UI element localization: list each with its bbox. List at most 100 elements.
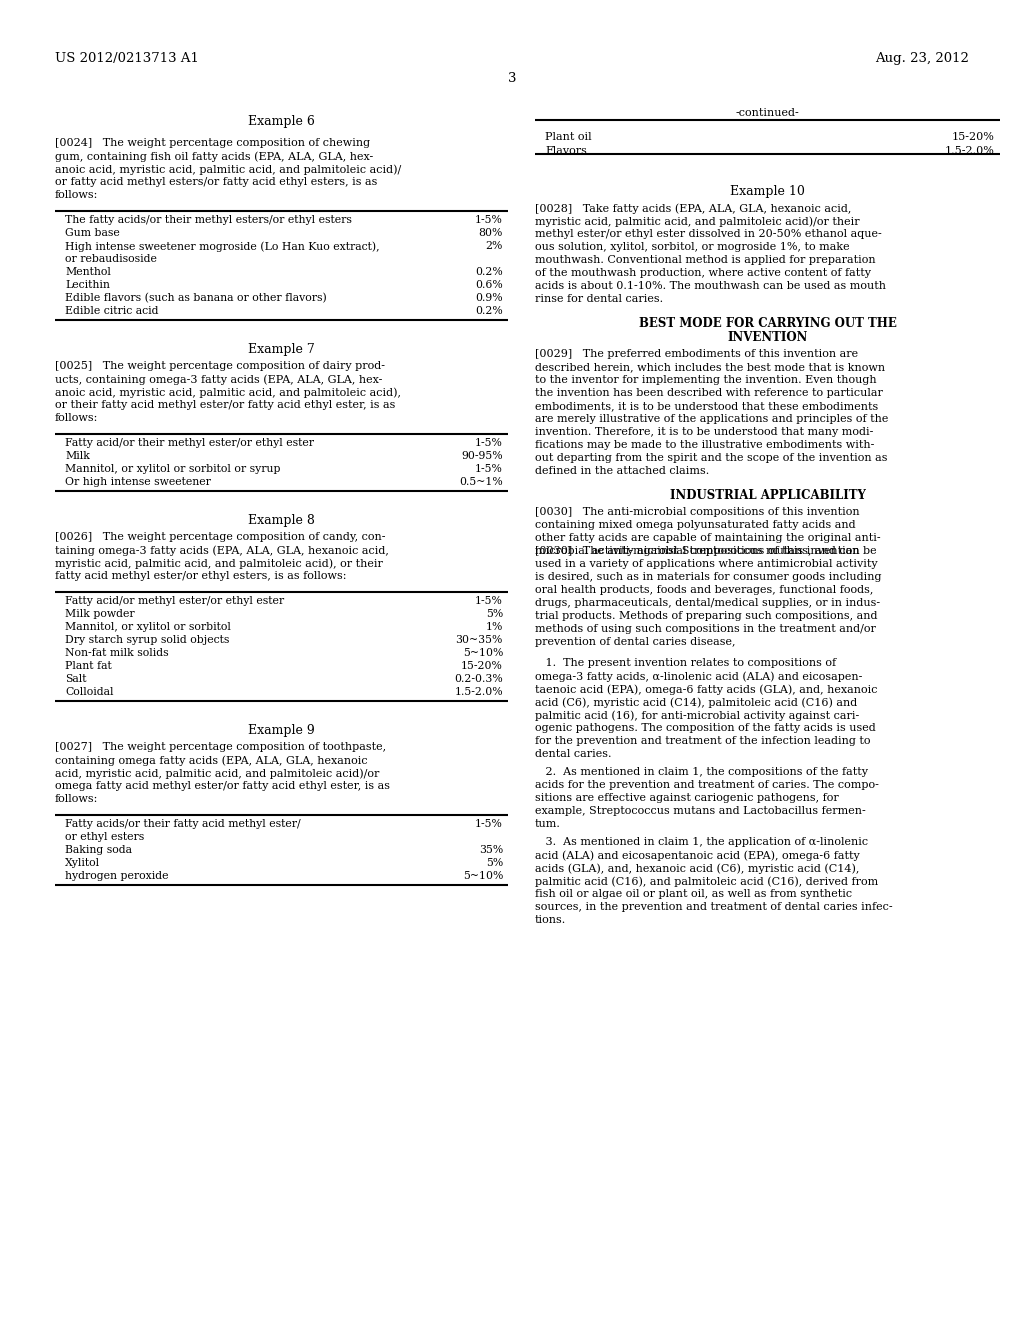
- Text: Gum base: Gum base: [65, 228, 120, 238]
- Text: invention. Therefore, it is to be understood that many modi-: invention. Therefore, it is to be unders…: [535, 426, 873, 437]
- Text: Fatty acid/or methyl ester/or ethyl ester: Fatty acid/or methyl ester/or ethyl este…: [65, 597, 284, 606]
- Text: Menthol: Menthol: [65, 267, 111, 277]
- Text: [0027]   The weight percentage composition of toothpaste,: [0027] The weight percentage composition…: [55, 742, 386, 752]
- Text: 5~10%: 5~10%: [463, 871, 503, 880]
- Text: to the inventor for implementing the invention. Even though: to the inventor for implementing the inv…: [535, 375, 877, 385]
- Text: 0.2-0.3%: 0.2-0.3%: [455, 675, 503, 684]
- Text: 5~10%: 5~10%: [463, 648, 503, 657]
- Text: Plant oil: Plant oil: [545, 132, 592, 143]
- Text: [0030]   The anti-microbial compositions of this invention: [0030] The anti-microbial compositions o…: [535, 546, 859, 556]
- Text: Mannitol, or xylitol or sorbitol or syrup: Mannitol, or xylitol or sorbitol or syru…: [65, 465, 281, 474]
- Text: High intense sweetener mogroside (Lo Han Kuo extract),: High intense sweetener mogroside (Lo Han…: [65, 242, 380, 252]
- Text: US 2012/0213713 A1: US 2012/0213713 A1: [55, 51, 199, 65]
- Text: dental caries.: dental caries.: [535, 748, 611, 759]
- Text: anoic acid, myristic acid, palmitic acid, and palmitoleic acid),: anoic acid, myristic acid, palmitic acid…: [55, 387, 401, 397]
- Text: follows:: follows:: [55, 413, 98, 422]
- Text: 1.  The present invention relates to compositions of: 1. The present invention relates to comp…: [535, 657, 837, 668]
- Text: [0025]   The weight percentage composition of dairy prod-: [0025] The weight percentage composition…: [55, 360, 385, 371]
- Text: anoic acid, myristic acid, palmitic acid, and palmitoleic acid)/: anoic acid, myristic acid, palmitic acid…: [55, 164, 401, 174]
- Text: 5%: 5%: [485, 858, 503, 869]
- Text: Baking soda: Baking soda: [65, 845, 132, 855]
- Text: acid (ALA) and eicosapentanoic acid (EPA), omega-6 fatty: acid (ALA) and eicosapentanoic acid (EPA…: [535, 850, 860, 861]
- Text: Plant fat: Plant fat: [65, 661, 112, 671]
- Text: tions.: tions.: [535, 915, 566, 925]
- Text: 2.  As mentioned in claim 1, the compositions of the fatty: 2. As mentioned in claim 1, the composit…: [535, 767, 868, 777]
- Text: 1.5-2.0%: 1.5-2.0%: [945, 147, 995, 156]
- Text: embodiments, it is to be understood that these embodiments: embodiments, it is to be understood that…: [535, 401, 879, 411]
- Text: 0.2%: 0.2%: [475, 267, 503, 277]
- Text: Fatty acids/or their fatty acid methyl ester/: Fatty acids/or their fatty acid methyl e…: [65, 818, 301, 829]
- Text: 1-5%: 1-5%: [475, 465, 503, 474]
- Text: 0.5~1%: 0.5~1%: [459, 477, 503, 487]
- Text: Example 6: Example 6: [248, 115, 315, 128]
- Text: Example 8: Example 8: [248, 513, 315, 527]
- Text: myristic acid, palmitic acid, and palmitoleic acid)/or their: myristic acid, palmitic acid, and palmit…: [535, 216, 859, 227]
- Text: methods of using such compositions in the treatment and/or: methods of using such compositions in th…: [535, 624, 876, 634]
- Text: described herein, which includes the best mode that is known: described herein, which includes the bes…: [535, 362, 885, 372]
- Text: used in a variety of applications where antimicrobial activity: used in a variety of applications where …: [535, 558, 878, 569]
- Text: acid (C6), myristic acid (C14), palmitoleic acid (C16) and: acid (C6), myristic acid (C14), palmitol…: [535, 697, 857, 708]
- Text: out departing from the spirit and the scope of the invention as: out departing from the spirit and the sc…: [535, 453, 888, 463]
- Text: 15-20%: 15-20%: [952, 132, 995, 143]
- Text: palmitic acid (16), for anti-microbial activity against cari-: palmitic acid (16), for anti-microbial a…: [535, 710, 859, 721]
- Text: Salt: Salt: [65, 675, 86, 684]
- Text: Example 7: Example 7: [248, 343, 314, 356]
- Text: 15-20%: 15-20%: [461, 661, 503, 671]
- Text: Aug. 23, 2012: Aug. 23, 2012: [876, 51, 969, 65]
- Text: 3: 3: [508, 73, 516, 84]
- Text: acids (GLA), and, hexanoic acid (C6), myristic acid (C14),: acids (GLA), and, hexanoic acid (C6), my…: [535, 863, 859, 874]
- Text: acids is about 0.1-10%. The mouthwash can be used as mouth: acids is about 0.1-10%. The mouthwash ca…: [535, 281, 886, 290]
- Text: Edible citric acid: Edible citric acid: [65, 306, 159, 315]
- Text: follows:: follows:: [55, 190, 98, 201]
- Text: [0028]   Take fatty acids (EPA, ALA, GLA, hexanoic acid,: [0028] Take fatty acids (EPA, ALA, GLA, …: [535, 203, 851, 214]
- Text: drugs, pharmaceuticals, dental/medical supplies, or in indus-: drugs, pharmaceuticals, dental/medical s…: [535, 598, 880, 609]
- Text: [0026]   The weight percentage composition of candy, con-: [0026] The weight percentage composition…: [55, 532, 385, 543]
- Text: containing omega fatty acids (EPA, ALA, GLA, hexanoic: containing omega fatty acids (EPA, ALA, …: [55, 755, 368, 766]
- Text: Xylitol: Xylitol: [65, 858, 100, 869]
- Text: -continued-: -continued-: [735, 108, 800, 117]
- Text: palmitic acid (C16), and palmitoleic acid (C16), derived from: palmitic acid (C16), and palmitoleic aci…: [535, 876, 879, 887]
- Text: of the mouthwash production, where active content of fatty: of the mouthwash production, where activ…: [535, 268, 871, 279]
- Text: are merely illustrative of the applications and principles of the: are merely illustrative of the applicati…: [535, 414, 889, 424]
- Text: Example 10: Example 10: [730, 185, 805, 198]
- Text: 1.5-2.0%: 1.5-2.0%: [455, 686, 503, 697]
- Text: Edible flavors (such as banana or other flavors): Edible flavors (such as banana or other …: [65, 293, 327, 304]
- Text: Mannitol, or xylitol or sorbitol: Mannitol, or xylitol or sorbitol: [65, 622, 230, 632]
- Text: Milk: Milk: [65, 451, 90, 461]
- Text: fish oil or algae oil or plant oil, as well as from synthetic: fish oil or algae oil or plant oil, as w…: [535, 888, 852, 899]
- Text: mouthwash. Conventional method is applied for preparation: mouthwash. Conventional method is applie…: [535, 255, 876, 265]
- Text: Non-fat milk solids: Non-fat milk solids: [65, 648, 169, 657]
- Text: omega fatty acid methyl ester/or fatty acid ethyl ester, is as: omega fatty acid methyl ester/or fatty a…: [55, 781, 390, 791]
- Text: ogenic pathogens. The composition of the fatty acids is used: ogenic pathogens. The composition of the…: [535, 723, 876, 733]
- Text: 1-5%: 1-5%: [475, 438, 503, 447]
- Text: ucts, containing omega-3 fatty acids (EPA, ALA, GLA, hex-: ucts, containing omega-3 fatty acids (EP…: [55, 374, 382, 384]
- Text: 3.  As mentioned in claim 1, the application of α-linolenic: 3. As mentioned in claim 1, the applicat…: [535, 837, 868, 847]
- Text: gum, containing fish oil fatty acids (EPA, ALA, GLA, hex-: gum, containing fish oil fatty acids (EP…: [55, 150, 374, 161]
- Text: Example 9: Example 9: [248, 723, 314, 737]
- Text: 30~35%: 30~35%: [456, 635, 503, 645]
- Text: is desired, such as in materials for consumer goods including: is desired, such as in materials for con…: [535, 572, 882, 582]
- Text: Flavors: Flavors: [545, 147, 587, 156]
- Text: sitions are effective against cariogenic pathogens, for: sitions are effective against cariogenic…: [535, 793, 839, 803]
- Text: acids for the prevention and treatment of caries. The compo-: acids for the prevention and treatment o…: [535, 780, 879, 789]
- Text: omega-3 fatty acids, α-linolenic acid (ALA) and eicosapen-: omega-3 fatty acids, α-linolenic acid (A…: [535, 671, 862, 681]
- Text: [0024]   The weight percentage composition of chewing: [0024] The weight percentage composition…: [55, 139, 370, 148]
- Text: INDUSTRIAL APPLICABILITY: INDUSTRIAL APPLICABILITY: [670, 488, 865, 502]
- Text: other fatty acids are capable of maintaining the original anti-: other fatty acids are capable of maintai…: [535, 533, 881, 543]
- Text: sources, in the prevention and treatment of dental caries infec-: sources, in the prevention and treatment…: [535, 902, 893, 912]
- Text: Lecithin: Lecithin: [65, 280, 110, 290]
- Text: taenoic acid (EPA), omega-6 fatty acids (GLA), and, hexanoic: taenoic acid (EPA), omega-6 fatty acids …: [535, 684, 878, 694]
- Text: trial products. Methods of preparing such compositions, and: trial products. Methods of preparing suc…: [535, 611, 878, 620]
- Text: example, Streptococcus mutans and Lactobacillus fermen-: example, Streptococcus mutans and Lactob…: [535, 807, 865, 816]
- Text: Colloidal: Colloidal: [65, 686, 114, 697]
- Text: The fatty acids/or their methyl esters/or ethyl esters: The fatty acids/or their methyl esters/o…: [65, 215, 352, 224]
- Text: acid, myristic acid, palmitic acid, and palmitoleic acid)/or: acid, myristic acid, palmitic acid, and …: [55, 768, 379, 779]
- Text: containing mixed omega polyunsaturated fatty acids and: containing mixed omega polyunsaturated f…: [535, 520, 856, 531]
- Text: Milk powder: Milk powder: [65, 609, 134, 619]
- Text: or fatty acid methyl esters/or fatty acid ethyl esters, is as: or fatty acid methyl esters/or fatty aci…: [55, 177, 378, 187]
- Text: 2%: 2%: [485, 242, 503, 251]
- Text: rinse for dental caries.: rinse for dental caries.: [535, 294, 664, 304]
- Text: fatty acid methyl ester/or ethyl esters, is as follows:: fatty acid methyl ester/or ethyl esters,…: [55, 572, 346, 581]
- Text: the invention has been described with reference to particular: the invention has been described with re…: [535, 388, 883, 399]
- Text: tum.: tum.: [535, 818, 561, 829]
